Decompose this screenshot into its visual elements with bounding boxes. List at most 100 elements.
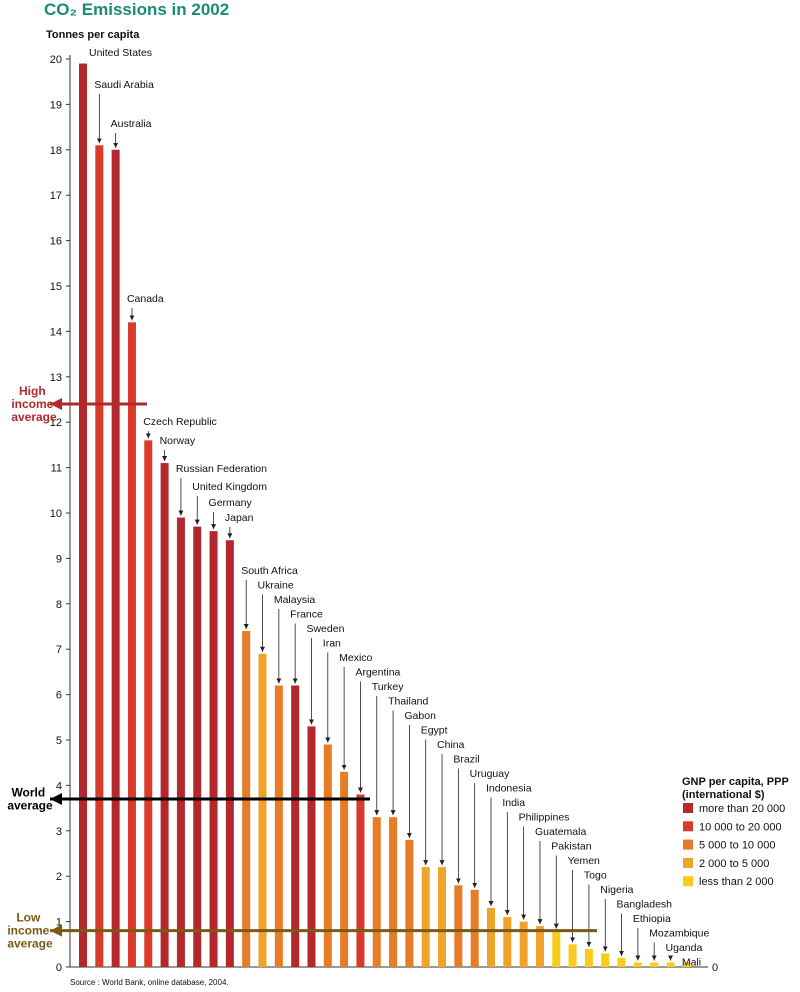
- bar: [552, 930, 561, 967]
- bar: [323, 744, 332, 967]
- legend-label: 5 000 to 10 000: [699, 840, 775, 852]
- bar: [503, 917, 512, 967]
- bar: [682, 962, 691, 967]
- category-label: Uruguay: [470, 768, 510, 780]
- bar: [79, 63, 87, 968]
- average-label-line: income: [7, 924, 52, 938]
- bar: [617, 957, 626, 967]
- average-label-line: average: [7, 937, 53, 951]
- bar: [487, 907, 495, 967]
- y-tick-label: 9: [56, 553, 62, 565]
- bar: [650, 962, 659, 967]
- bar: [176, 517, 185, 967]
- category-label: France: [290, 609, 323, 621]
- legend-title: GNP per capita, PPP: [682, 776, 789, 788]
- source-note: Source : World Bank, online database, 20…: [70, 978, 229, 987]
- y-tick-label: 17: [50, 190, 62, 202]
- y-tick-label: 19: [50, 99, 62, 111]
- y-tick-label: 5: [56, 735, 62, 747]
- bar: [666, 962, 675, 967]
- category-label: Gabon: [404, 710, 436, 722]
- category-label: Uganda: [666, 942, 703, 954]
- bar: [291, 685, 300, 967]
- average-label-line: average: [11, 410, 57, 424]
- average-label-line: High: [19, 384, 49, 398]
- bar: [95, 145, 104, 967]
- category-label: Ethiopia: [633, 913, 671, 925]
- category-label: Philippines: [519, 812, 570, 824]
- y-tick-label: 8: [56, 599, 62, 611]
- y-tick-label: 18: [50, 145, 62, 157]
- bar: [274, 685, 283, 967]
- legend-swatch: [683, 839, 693, 850]
- category-label: Malaysia: [274, 594, 316, 606]
- category-label: China: [437, 739, 465, 751]
- bar: [209, 531, 218, 967]
- category-label: Guatemala: [535, 826, 587, 838]
- y-tick-label: 16: [50, 236, 62, 248]
- category-label: Ukraine: [258, 580, 294, 592]
- legend-swatch: [683, 803, 693, 813]
- y-tick-label: 2: [56, 871, 62, 883]
- bar: [127, 322, 136, 967]
- category-label: Saudi Arabia: [94, 79, 154, 91]
- category-label: Sweden: [306, 623, 344, 635]
- category-label: Mexico: [339, 652, 372, 664]
- category-label: United Kingdom: [192, 481, 267, 493]
- category-label: Canada: [127, 293, 164, 305]
- category-label: Mali: [682, 957, 701, 969]
- category-label: India: [502, 797, 525, 809]
- bar: [225, 540, 234, 967]
- bar: [568, 944, 577, 967]
- y-tick-label: 7: [56, 644, 62, 656]
- bar: [438, 867, 447, 967]
- category-label: Indonesia: [486, 783, 532, 795]
- bar: [111, 149, 120, 968]
- legend-swatch: [683, 876, 693, 887]
- bar: [584, 948, 593, 967]
- y-tick-label: 0: [56, 962, 62, 974]
- average-label: High income average: [11, 384, 57, 424]
- bar: [372, 817, 381, 967]
- category-label: South Africa: [241, 565, 298, 577]
- category-label: Iran: [323, 638, 341, 650]
- chart-title: CO₂ Emissions in 2002: [44, 0, 229, 19]
- y-tick-label: 10: [50, 508, 62, 520]
- average-label-line: average: [7, 799, 53, 813]
- category-label: Brazil: [453, 754, 479, 766]
- y-tick-label: 12: [50, 417, 62, 429]
- y-tick-label: 15: [50, 281, 62, 293]
- category-label: Czech Republic: [143, 416, 217, 428]
- y-tick-label: 6: [56, 690, 62, 702]
- legend-label: less than 2 000: [699, 876, 774, 888]
- legend-swatch: [683, 857, 693, 868]
- y-tick-label: 11: [51, 463, 62, 475]
- bar: [535, 926, 544, 967]
- bar: [389, 817, 398, 967]
- category-label: Pakistan: [551, 841, 591, 853]
- bar: [405, 839, 414, 967]
- category-label: Nigeria: [600, 884, 633, 896]
- y-axis-label: Tonnes per capita: [46, 29, 140, 41]
- y-tick-label: 13: [50, 372, 62, 384]
- bar: [421, 867, 430, 967]
- category-label: Egypt: [421, 725, 448, 737]
- category-label: Argentina: [355, 667, 400, 679]
- bar: [307, 726, 316, 967]
- category-label: United States: [89, 47, 152, 59]
- y-tick-label: 1: [56, 917, 62, 929]
- category-label: Japan: [225, 512, 254, 524]
- category-label: Germany: [209, 497, 253, 509]
- bar: [144, 440, 153, 967]
- category-label: Thailand: [388, 696, 428, 708]
- bar: [470, 889, 479, 967]
- category-label: Russian Federation: [176, 463, 267, 475]
- bar: [258, 653, 267, 967]
- category-label: Bangladesh: [617, 899, 673, 911]
- bar: [193, 526, 202, 967]
- average-label-line: World: [11, 786, 48, 800]
- y-tick-label: 3: [56, 826, 62, 838]
- category-label: Norway: [160, 435, 196, 447]
- category-label: Australia: [111, 118, 152, 130]
